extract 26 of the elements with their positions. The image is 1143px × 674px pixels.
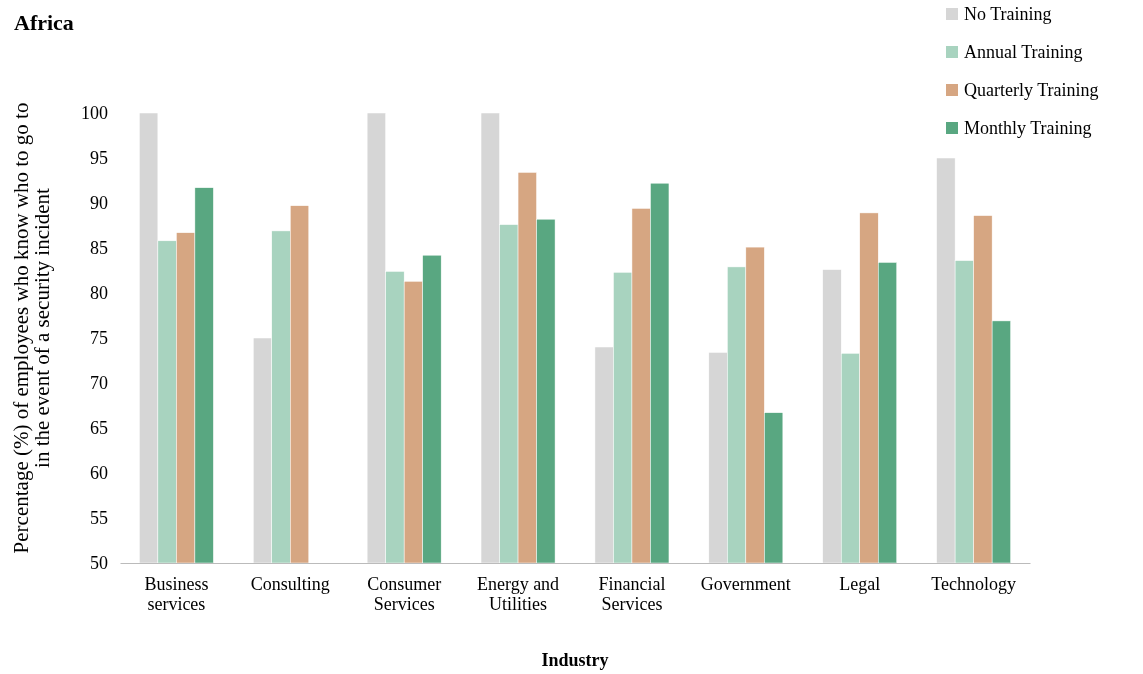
x-tick-label: Business services <box>144 573 209 615</box>
y-tick-label: 80 <box>90 283 108 304</box>
legend-label: Quarterly Training <box>964 80 1099 100</box>
y-tick-label: 70 <box>90 373 108 394</box>
x-tick-label: Financial Services <box>598 573 666 615</box>
y-tick-label: 65 <box>90 418 108 439</box>
x-axis-title: Industry <box>541 650 609 670</box>
y-tick-label: 75 <box>90 328 108 349</box>
y-tick-label: 60 <box>90 463 108 484</box>
legend-label: No Training <box>964 4 1052 24</box>
x-tick-label: Technology <box>931 573 1016 594</box>
x-tick-label: Consulting <box>250 573 330 594</box>
x-tick-label: Government <box>700 573 791 594</box>
legend-label: Annual Training <box>964 42 1083 62</box>
y-tick-label: 90 <box>90 193 108 214</box>
y-tick-label: 85 <box>90 238 108 259</box>
y-tick-label: 95 <box>90 148 108 169</box>
chart-title: Africa <box>14 10 74 35</box>
x-tick-label: Consumer Services <box>367 573 442 615</box>
y-tick-label: 55 <box>90 508 108 529</box>
y-tick-label: 50 <box>90 553 108 574</box>
x-tick-label: Energy and Utilities <box>476 573 560 615</box>
legend-label: Monthly Training <box>964 118 1092 138</box>
y-tick-label: 100 <box>81 103 108 124</box>
x-tick-label: Legal <box>839 573 881 594</box>
y-axis-title: Percentage (%) of employees who know who to go to in the event of a security incident <box>9 102 54 554</box>
